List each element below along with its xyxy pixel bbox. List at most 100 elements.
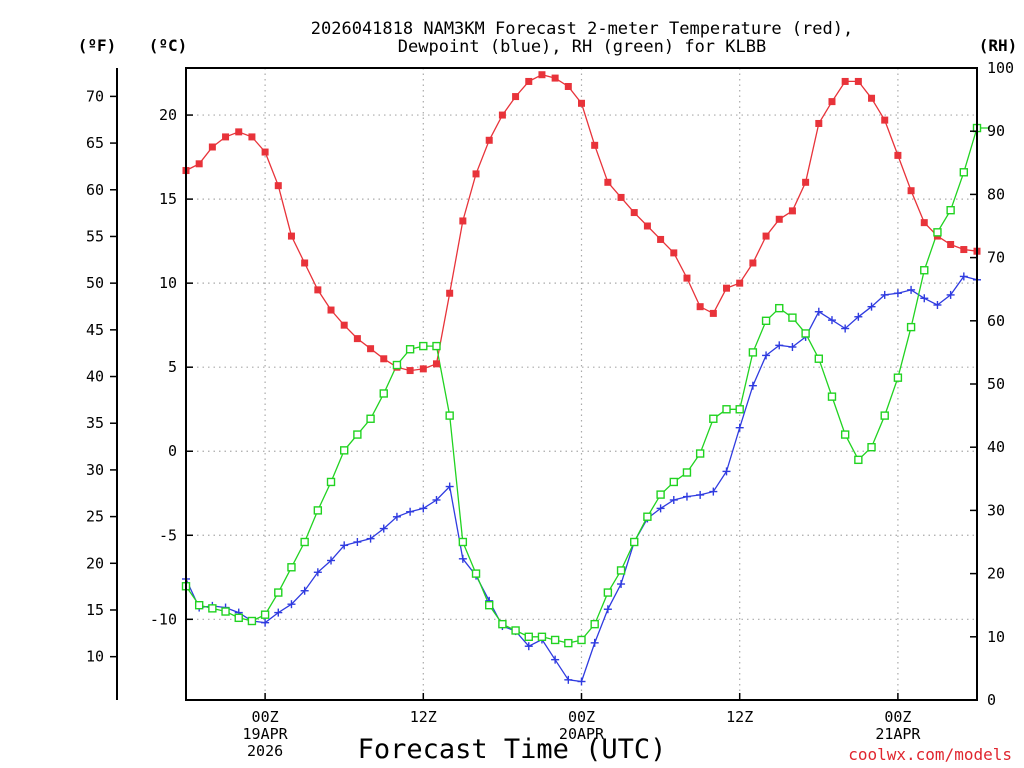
f-tick-label: 15	[86, 601, 104, 619]
rh-point	[801, 329, 810, 338]
rh-point	[761, 316, 771, 325]
rh-tick-label: 20	[987, 565, 1005, 583]
rh-point	[366, 414, 375, 423]
temperature-point	[261, 148, 269, 156]
rh-point	[946, 205, 955, 215]
rh-point	[234, 613, 243, 623]
dewpoint-point	[696, 490, 705, 499]
dewpoint-point	[920, 294, 929, 303]
temperature-point	[327, 306, 335, 314]
temperature-point	[775, 215, 783, 223]
temperature-point	[947, 240, 955, 248]
dewpoint-point	[669, 495, 678, 504]
rh-point	[550, 635, 560, 645]
temperature-point	[828, 98, 836, 106]
dewpoint-point	[959, 272, 968, 281]
dewpoint-point	[564, 675, 573, 684]
c-tick-label: 10	[159, 274, 177, 292]
f-tick-label: 10	[86, 648, 104, 666]
dewpoint-point	[261, 618, 270, 627]
c-tick-label: 15	[159, 190, 177, 208]
chart-title-line2: Dewpoint (blue), RH (green) for KLBB	[398, 37, 766, 57]
temperature-point	[630, 209, 638, 217]
temperature-point	[380, 355, 388, 363]
rh-point	[471, 569, 481, 578]
celsius-unit-label: (ºC)	[149, 36, 188, 55]
temperature-point	[578, 99, 585, 107]
dewpoint-point	[933, 301, 942, 309]
rh-point	[906, 322, 916, 332]
temperature-point	[960, 246, 968, 254]
f-tick-label: 35	[86, 414, 104, 432]
rh-line	[185, 127, 991, 644]
dewpoint-point	[854, 312, 863, 321]
temperature-point	[314, 286, 322, 294]
temperature-point	[907, 187, 915, 195]
temperature-point	[512, 93, 520, 101]
dewpoint-point	[313, 568, 322, 577]
temperature-point	[538, 71, 546, 79]
temperature-point	[287, 232, 295, 240]
dewpoint-point	[748, 381, 757, 390]
temperature-point	[301, 259, 309, 267]
temperature-point	[274, 182, 282, 190]
dewpoint-point	[735, 423, 744, 432]
rh-point	[445, 411, 454, 420]
rh-point	[933, 228, 942, 237]
dewpoint-point	[893, 289, 902, 298]
credit-text: coolwx.com/models	[848, 745, 1012, 764]
rh-point	[208, 604, 217, 613]
temperature-point	[657, 235, 665, 243]
x-tick-label: 20APR	[559, 725, 605, 743]
dewpoint-point	[682, 492, 691, 501]
dewpoint-point	[762, 351, 771, 360]
rh-point	[458, 537, 468, 547]
dewpoint-line	[185, 275, 978, 683]
temperature-point	[235, 128, 243, 136]
rh-point	[340, 446, 349, 455]
temperature-point	[749, 259, 757, 267]
x-tick-label: 12Z	[410, 708, 437, 726]
rh-point	[247, 616, 257, 626]
rh-tick-label: 60	[987, 312, 1005, 330]
dewpoint-point	[419, 504, 428, 513]
rh-tick-label: 70	[987, 249, 1005, 267]
temperature-point	[736, 279, 744, 287]
temperature-point	[762, 232, 770, 240]
rh-point	[287, 563, 296, 572]
axis-ticks: -10 -5 0 5 10 15 20 10 15 20 25 30 35 40 45 50 55 60 65 70 0…	[86, 59, 1014, 760]
temperature-point	[591, 141, 599, 149]
temperature-point	[222, 133, 230, 141]
rh-point	[748, 348, 758, 357]
rh-point	[326, 477, 336, 487]
rh-point	[379, 389, 388, 398]
rh-point	[893, 373, 903, 382]
f-tick-label: 70	[86, 87, 104, 105]
rh-tick-label: 80	[987, 185, 1005, 203]
temperature-point	[432, 360, 440, 368]
temperature-point	[723, 284, 731, 292]
rh-point	[194, 601, 204, 610]
x-tick-label: 00Z	[252, 708, 279, 726]
temperature-point	[208, 143, 216, 151]
rh-point	[840, 430, 850, 439]
rh-point	[564, 638, 573, 648]
rh-point	[405, 345, 415, 354]
dewpoint-point	[445, 482, 454, 491]
dewpoint-point	[577, 677, 586, 686]
rh-point	[300, 537, 309, 547]
dewpoint-point	[656, 504, 665, 513]
rh-point	[880, 411, 889, 420]
rh-point	[432, 341, 441, 351]
c-tick-label: 5	[168, 358, 177, 376]
c-tick-label: -5	[159, 526, 177, 544]
temperature-point	[854, 77, 862, 85]
rh-point	[221, 607, 230, 616]
f-tick-label: 25	[86, 508, 104, 526]
rh-point	[775, 303, 784, 313]
rh-point	[854, 455, 863, 465]
temperature-point	[353, 335, 361, 343]
rh-unit-label: (RH)	[979, 36, 1018, 55]
dewpoint-point	[617, 580, 626, 589]
temperature-point	[683, 274, 691, 282]
